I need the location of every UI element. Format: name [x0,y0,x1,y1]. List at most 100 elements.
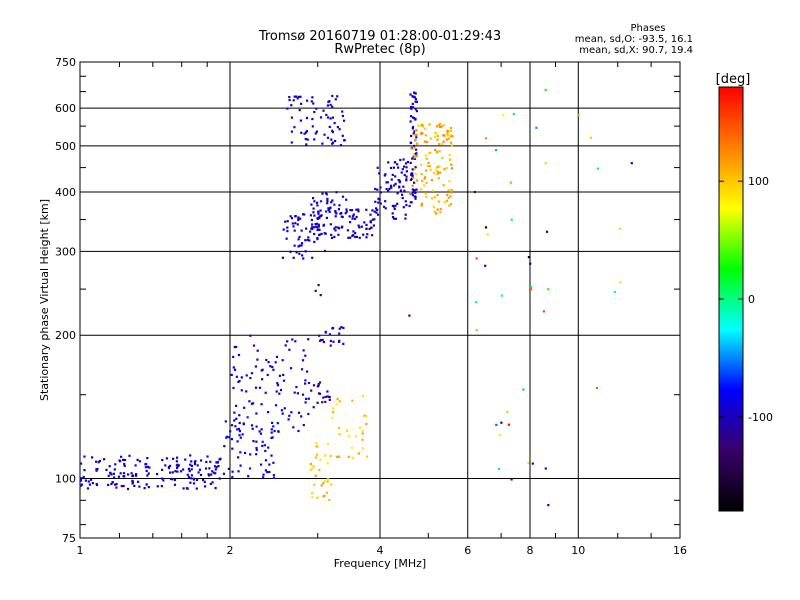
data-point [271,365,274,369]
data-point [90,478,93,481]
data-point [544,89,547,92]
data-point [313,240,316,243]
data-point [295,95,298,98]
data-point [287,418,290,421]
data-point [331,199,334,202]
data-point [413,144,416,147]
data-point [414,92,417,95]
data-point [168,464,172,467]
x-tick-label: 6 [464,544,471,557]
data-point [316,237,319,240]
data-point [288,96,291,99]
data-point [307,397,310,400]
data-point [266,373,269,377]
data-point [439,211,442,214]
data-point [307,236,310,239]
data-point [270,454,273,457]
data-point [146,457,149,460]
data-point [413,181,416,184]
data-point [450,203,453,206]
data-point [182,468,185,471]
data-point [282,379,286,382]
data-point [289,215,292,218]
data-point [530,285,533,288]
data-point [298,109,301,112]
data-point [335,403,339,406]
data-point [146,474,149,477]
data-point [164,464,167,467]
data-point [313,483,316,486]
data-point [234,425,237,428]
data-point [315,453,319,456]
data-point [304,250,307,253]
data-point [112,472,115,475]
data-point [222,472,226,475]
data-point [297,238,300,241]
data-point [436,125,439,128]
data-point [233,419,236,422]
data-point [412,176,415,179]
data-point [316,228,319,232]
data-point [315,107,318,110]
data-point [109,471,112,474]
data-point [346,229,349,232]
data-point [300,229,303,232]
data-point [312,197,315,200]
data-point [299,119,302,122]
data-point [389,166,393,170]
data-point [335,455,338,458]
data-point [288,348,291,351]
data-point [313,200,316,203]
data-point [143,487,146,490]
data-point [297,95,300,98]
data-point [595,386,599,390]
data-point [369,213,372,216]
data-point [428,165,431,168]
data-point [334,210,337,213]
data-point [355,215,358,219]
data-point [344,212,347,215]
data-point [328,395,331,399]
data-point [311,226,314,229]
data-point [240,389,243,392]
data-point [325,193,328,196]
data-point [365,455,369,458]
data-point [314,474,317,477]
data-point [322,223,325,226]
data-point [374,200,377,203]
data-point [306,99,309,102]
data-point [267,446,270,449]
data-point [231,447,234,450]
data-point [324,454,327,457]
data-point [292,426,295,429]
data-point [338,433,341,436]
data-point [420,204,423,207]
data-point [251,427,254,430]
data-point [80,477,83,480]
data-point [245,390,248,393]
data-point [293,126,296,129]
data-point [329,117,332,120]
data-point [161,477,164,480]
data-point [313,138,316,141]
data-point [394,182,397,185]
data-point [105,468,108,471]
y-tick-label: 200 [55,329,76,342]
data-point [265,358,268,362]
data-point [273,430,276,433]
data-point [351,215,355,218]
data-point [331,142,334,145]
data-point [264,391,267,394]
data-point [438,200,441,203]
data-point [502,114,505,117]
data-point [415,136,418,139]
data-point [411,194,414,197]
data-point [375,211,378,214]
data-point [364,414,368,417]
data-point [167,466,170,470]
data-point [300,242,304,245]
data-point [237,353,241,357]
data-point [315,130,318,133]
data-point [436,135,439,138]
data-point [189,463,192,466]
